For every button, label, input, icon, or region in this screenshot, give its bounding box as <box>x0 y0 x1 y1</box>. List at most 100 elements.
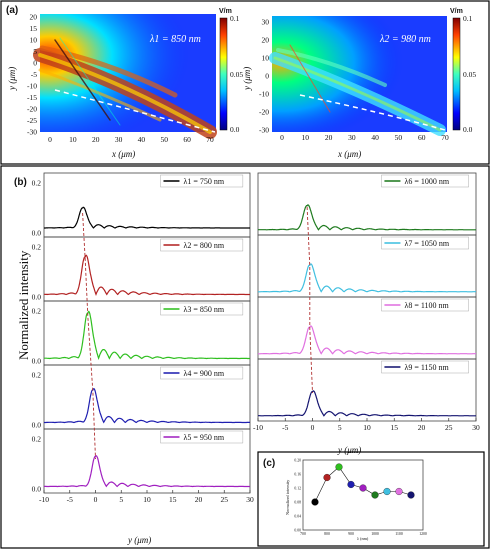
colorbar-980-unit: V/m <box>450 8 463 15</box>
xtick-label: 15 <box>391 423 399 432</box>
heatmap-980-ylabel: y (μm) <box>242 67 252 91</box>
panel-c-xtick: 1000 <box>371 532 379 536</box>
xtick-label: 25 <box>221 495 229 504</box>
panel-c-xlabel: λ (nm) <box>357 536 369 541</box>
panel-c-axes <box>302 459 424 531</box>
xtick-label: 20 <box>195 495 203 504</box>
panel-a-frame <box>0 0 490 165</box>
heatmap-ytick-label: 30 <box>262 18 270 27</box>
panel-c-point <box>383 487 391 496</box>
series-line-5 <box>44 455 250 488</box>
legend-label: λ7 = 1050 nm <box>404 239 449 248</box>
legend-label: λ2 = 800 nm <box>183 241 224 250</box>
panel-c-xtick: 1100 <box>395 532 403 536</box>
xtick-label: 20 <box>418 423 426 432</box>
colorbar-850-tick-min: 0.0 <box>230 125 240 134</box>
peak-trend-line <box>82 212 96 460</box>
ytick-label: 0.2 <box>32 179 42 188</box>
colorbar-850 <box>219 17 228 131</box>
ytick-label: 0.0 <box>32 293 42 302</box>
panel-c-ytick: 0.00 <box>294 529 301 533</box>
xtick-label: 15 <box>169 495 177 504</box>
heatmap-ytick-label: 0 <box>33 59 37 68</box>
heatmap-ytick-label: -15 <box>27 93 37 102</box>
heatmap-ytick-label: -10 <box>27 82 37 91</box>
series-line-8 <box>257 325 476 355</box>
heatmap-850-boundary <box>54 89 216 133</box>
ytick-label: 0.2 <box>32 435 42 444</box>
colorbar-980 <box>452 17 461 131</box>
heatmap-xtick-label: 60 <box>418 133 426 142</box>
panel-c-ylabel: Normalized intensity <box>285 479 290 515</box>
legend-box <box>381 298 469 312</box>
left-xlabel: y (μm) <box>127 535 151 545</box>
ytick-label: 0.0 <box>32 485 42 494</box>
heatmap-xtick-label: 50 <box>161 135 169 144</box>
xtick-label: 0 <box>311 423 315 432</box>
xtick-label: 25 <box>445 423 453 432</box>
panel-c-ytick: 0.08 <box>294 501 301 505</box>
peak-trend-line <box>306 206 313 394</box>
heatmap-xtick-label: 20 <box>92 135 100 144</box>
panel-b-frame <box>0 165 490 549</box>
right-xlabel: y (μm) <box>337 445 361 455</box>
legend-label: λ8 = 1100 nm <box>404 301 449 310</box>
heatmap-ytick-label: -5 <box>31 70 37 79</box>
heatmap-xtick-label: 0 <box>48 135 52 144</box>
heatmap-ytick-label: -10 <box>259 90 269 99</box>
legend-label: λ1 = 750 nm <box>183 177 224 186</box>
heatmap-xtick-label: 30 <box>115 135 123 144</box>
series-line-4 <box>43 388 250 424</box>
legend-box <box>381 360 469 374</box>
heatmap-850-ylabel: y (μm) <box>7 67 17 91</box>
panel-c-ytick: 0.16 <box>294 473 301 477</box>
legend-box <box>160 302 244 316</box>
series-line-7 <box>257 263 476 293</box>
panel-c-ytick: 0.12 <box>294 487 301 491</box>
ytick-label: 0.0 <box>32 421 42 430</box>
panel-c-point <box>371 491 379 499</box>
panel-c-point <box>359 484 367 492</box>
heatmap-xtick-label: 10 <box>69 135 77 144</box>
heatmap-850-xlabel: x (μm) <box>111 149 135 159</box>
xtick-label: 0 <box>94 495 98 504</box>
panel-c-plot: 0.00 0.04 0.08 0.12 0.16 0.20 700 800 900 1000 110… <box>285 459 427 542</box>
legend-box <box>160 174 244 188</box>
xtick-label: -10 <box>253 423 263 432</box>
xtick-label: -10 <box>39 495 49 504</box>
xtick-label: 5 <box>338 423 342 432</box>
xtick-label: 5 <box>119 495 123 504</box>
ytick-label: 0.0 <box>32 229 42 238</box>
colorbar-850-tick-max: 0.1 <box>230 14 240 23</box>
xtick-label: -5 <box>282 423 288 432</box>
colorbar-850-unit: V/m <box>219 8 232 15</box>
xtick-label: 10 <box>143 495 151 504</box>
heatmap-ytick-label: -20 <box>27 105 37 114</box>
heatmap-xtick-label: 40 <box>138 135 146 144</box>
heatmap-850-yticks: 20 15 10 5 0 -5 -10 -15 -20 -25 -30 <box>27 13 37 137</box>
panel-c-point <box>311 498 319 506</box>
panel-c-label: (c) <box>263 458 275 469</box>
heatmap-xtick-label: 10 <box>302 133 310 142</box>
legend-box <box>160 238 244 252</box>
legend-label: λ3 = 850 nm <box>183 305 224 314</box>
panel-c-frame <box>257 451 485 547</box>
heatmap-ytick-label: -30 <box>27 128 37 137</box>
heatmap-ytick-label: 10 <box>30 36 38 45</box>
heatmap-980: λ2 = 980 nm V/m 0.1 0.05 0.0 y (μm) x (μ… <box>242 8 476 159</box>
heatmap-ytick-label: -20 <box>259 108 269 117</box>
panel-c-xtick: 700 <box>300 532 306 536</box>
colorbar-980-tick-min: 0.0 <box>463 125 473 134</box>
panel-c-point <box>323 473 331 482</box>
heatmap-850-xticks: 0 10 20 30 40 50 60 70 <box>48 135 214 144</box>
panel-a-label: (a) <box>6 5 18 16</box>
heatmap-xtick-label: 30 <box>348 133 356 142</box>
heatmap-850: λ1 = 850 nm V/m 0.1 0.05 0.0 y (μm) x (μ… <box>7 8 243 159</box>
heatmap-xtick-label: 50 <box>395 133 403 142</box>
heatmap-ytick-label: 5 <box>33 47 37 56</box>
heatmap-ytick-label: 20 <box>262 36 270 45</box>
colorbar-980-tick-mid: 0.05 <box>463 70 476 79</box>
xtick-label: -5 <box>67 495 73 504</box>
ytick-label: 0.2 <box>32 243 42 252</box>
